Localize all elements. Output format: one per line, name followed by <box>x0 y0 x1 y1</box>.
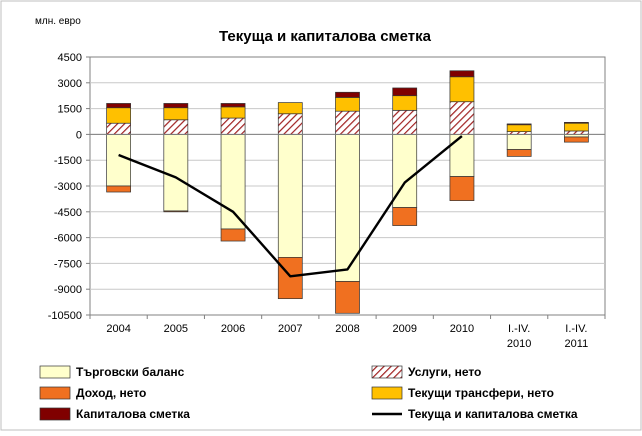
y-tick-label: -1500 <box>54 155 82 167</box>
legend-swatch <box>39 365 71 379</box>
y-tick-label: 3000 <box>58 78 82 90</box>
bar-segment <box>506 123 532 126</box>
bar-segment <box>449 176 475 201</box>
bar-segment <box>106 103 131 109</box>
bar-segment <box>392 207 418 226</box>
bar-segment <box>277 257 303 300</box>
y-tick-label: -3000 <box>54 181 82 193</box>
bar-segment <box>106 185 131 193</box>
bar-segment <box>392 87 418 97</box>
bar-segment <box>564 136 589 143</box>
y-tick-label: 0 <box>76 129 82 141</box>
legend-label: Услуги, нето <box>408 365 481 379</box>
legend-swatch <box>371 365 403 379</box>
unit-label: млн. евро <box>35 16 81 27</box>
bar-segment <box>335 134 360 282</box>
bar-segment <box>449 70 475 78</box>
bar-segment <box>220 134 246 230</box>
axis-layer: 4500 3000 1500 0 -1500 -3000 -4500 -6000 -7500 -9… <box>48 52 606 350</box>
legend-label: Доход, нето <box>76 386 146 400</box>
bar-segment <box>220 228 246 242</box>
bar-segment <box>449 134 475 177</box>
bar-segment <box>335 110 360 135</box>
legend-label: Капиталова сметка <box>76 407 190 421</box>
y-tick-label: -9000 <box>54 284 82 296</box>
bar-segment <box>163 107 189 121</box>
y-tick-label: -7500 <box>54 258 82 270</box>
bar-segment <box>392 95 418 111</box>
bar-segment <box>506 134 532 150</box>
bar-segment <box>220 106 246 119</box>
x-tick-label: 2011 <box>565 338 589 350</box>
bar-segment <box>277 134 303 258</box>
x-tick-label: 2005 <box>164 323 188 335</box>
y-tick-label: -10500 <box>48 310 82 322</box>
x-tick-label: 2004 <box>106 323 130 335</box>
bar-segment <box>449 101 475 135</box>
bar-segment <box>335 281 360 314</box>
series-line <box>118 135 463 278</box>
bar-segment <box>220 117 246 135</box>
x-tick-label: 2006 <box>221 323 245 335</box>
bar-segment <box>564 122 589 124</box>
bar-segment <box>163 134 189 212</box>
chart-title: Текуща и капиталова сметка <box>219 28 432 45</box>
legend-label: Търговски баланс <box>76 365 185 379</box>
bar-segment <box>335 91 360 98</box>
bar-segment <box>564 122 589 132</box>
line-layer <box>90 133 605 278</box>
legend: Търговски баланс Услуги, нето Доход, нето Т… <box>39 365 578 421</box>
x-tick-label: 2010 <box>507 338 531 350</box>
bar-segment <box>277 113 303 135</box>
y-tick-label: 1500 <box>58 104 82 116</box>
y-tick-label: 4500 <box>58 52 82 64</box>
legend-swatch <box>39 386 71 400</box>
bar-segment <box>163 119 189 135</box>
bar-segment <box>449 76 475 103</box>
x-tick-label: 2007 <box>278 323 302 335</box>
legend-swatch <box>39 407 71 421</box>
x-tick-label: 2009 <box>392 323 416 335</box>
bar-segment <box>163 103 189 109</box>
bar-segment <box>506 124 532 132</box>
legend-swatch <box>371 386 403 400</box>
bar-layer <box>106 70 589 314</box>
bar-segment <box>220 103 246 108</box>
legend-label: Текуща и капиталова сметка <box>408 407 578 421</box>
bar-segment <box>163 210 189 213</box>
bar-segment <box>106 107 131 124</box>
bar-segment <box>564 130 589 135</box>
bar-segment <box>277 102 303 115</box>
bar-segment <box>392 109 418 135</box>
x-tick-label: I.-IV. <box>565 323 587 335</box>
bar-segment <box>106 122 131 135</box>
legend-label: Текущи трансфери, нето <box>408 386 554 400</box>
y-tick-label: -4500 <box>54 207 82 219</box>
y-tick-label: -6000 <box>54 233 82 245</box>
bar-segment <box>335 97 360 112</box>
x-tick-label: I.-IV. <box>508 323 530 335</box>
x-tick-label: 2008 <box>335 323 359 335</box>
bar-segment <box>506 149 532 157</box>
x-tick-label: 2010 <box>450 323 474 335</box>
bar-segment <box>106 134 131 187</box>
